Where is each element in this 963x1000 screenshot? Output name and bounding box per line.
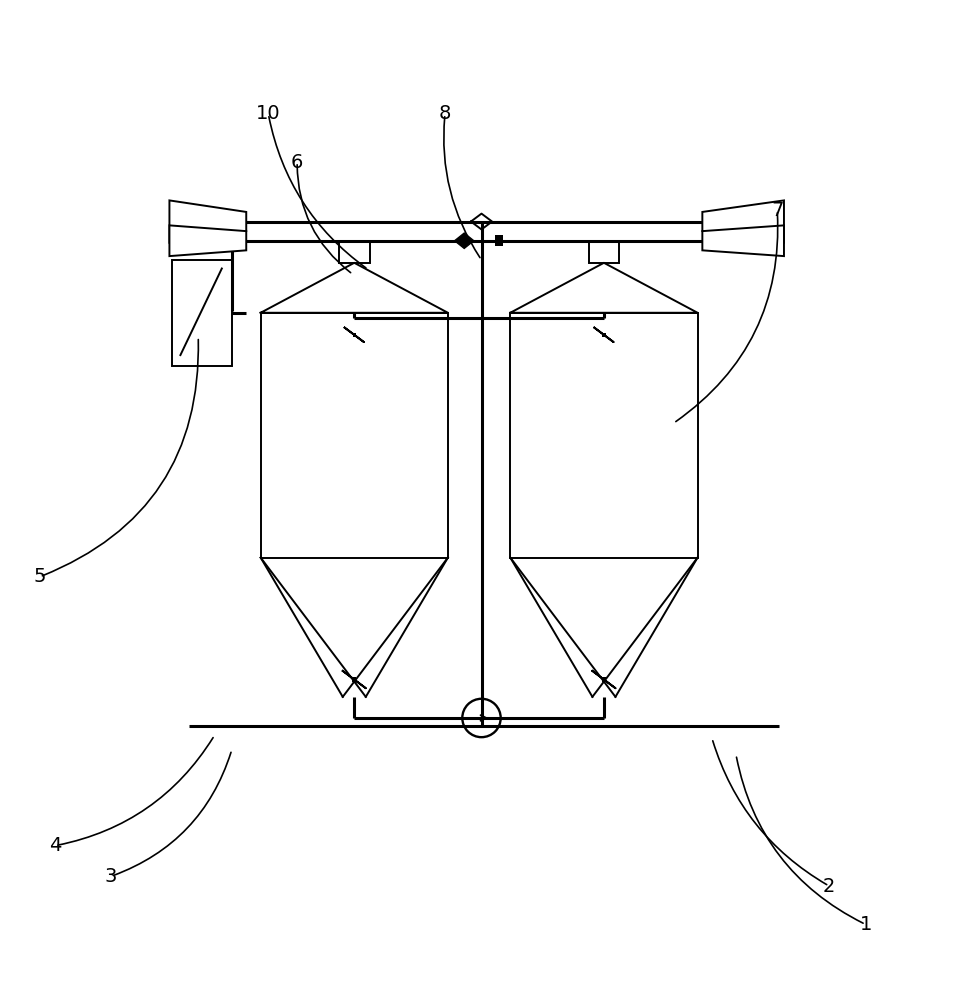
Text: 7: 7 <box>771 201 784 220</box>
Bar <box>602 333 606 337</box>
Polygon shape <box>169 200 247 243</box>
Bar <box>339 242 370 263</box>
Polygon shape <box>169 225 247 256</box>
Bar <box>510 313 697 558</box>
Bar <box>588 242 619 263</box>
Bar <box>261 313 448 558</box>
Polygon shape <box>702 200 784 243</box>
Text: 1: 1 <box>859 915 872 934</box>
Text: 5: 5 <box>34 567 46 586</box>
Text: 10: 10 <box>256 104 280 123</box>
Text: 2: 2 <box>823 877 835 896</box>
Text: 3: 3 <box>105 867 117 886</box>
Polygon shape <box>702 225 784 256</box>
Bar <box>352 333 356 337</box>
Text: 6: 6 <box>291 153 303 172</box>
Polygon shape <box>455 233 474 248</box>
Bar <box>352 677 356 682</box>
Text: 8: 8 <box>439 104 452 123</box>
Bar <box>172 260 232 366</box>
Bar <box>602 677 606 682</box>
Bar <box>495 235 503 246</box>
Text: 4: 4 <box>49 836 62 855</box>
